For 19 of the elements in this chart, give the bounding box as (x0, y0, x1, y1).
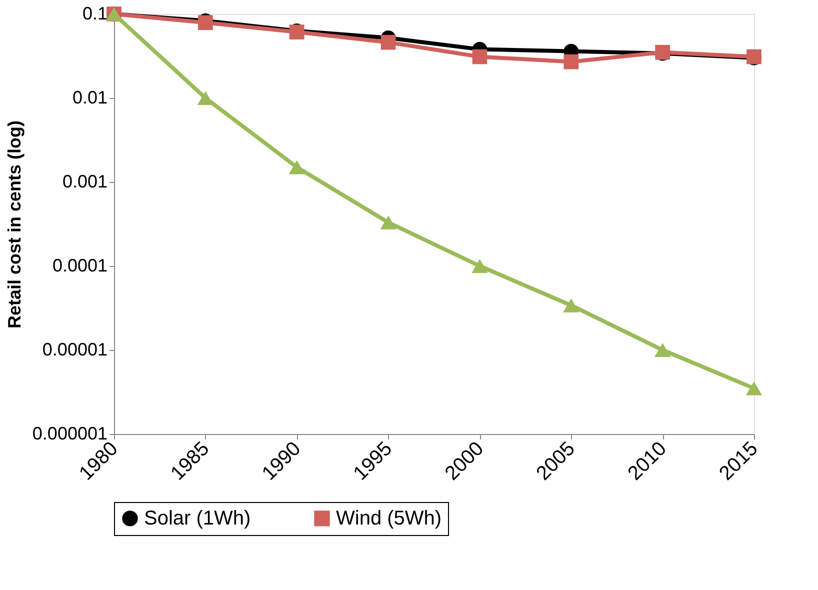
y-tick-label: 0.001 (62, 172, 108, 192)
y-tick-label: 0.00001 (42, 340, 108, 360)
point (288, 160, 305, 174)
point (380, 215, 396, 230)
point (197, 91, 214, 105)
y-axis-title: Retail cost in cents (log) (4, 120, 24, 329)
point (746, 381, 762, 396)
legend-label: Solar (1Wh) (144, 507, 251, 530)
point (563, 298, 580, 312)
legend-label: Wind (5Wh) (336, 507, 442, 530)
y-tick-label: 0.01 (72, 88, 108, 108)
y-tick-label: 0.1 (82, 4, 108, 24)
point (564, 54, 579, 70)
y-tick-label: 0.0001 (52, 256, 108, 276)
y-tick-label: 0.000001 (32, 424, 108, 444)
point (472, 49, 488, 64)
point (654, 343, 671, 357)
point (472, 259, 488, 273)
point (380, 34, 396, 50)
